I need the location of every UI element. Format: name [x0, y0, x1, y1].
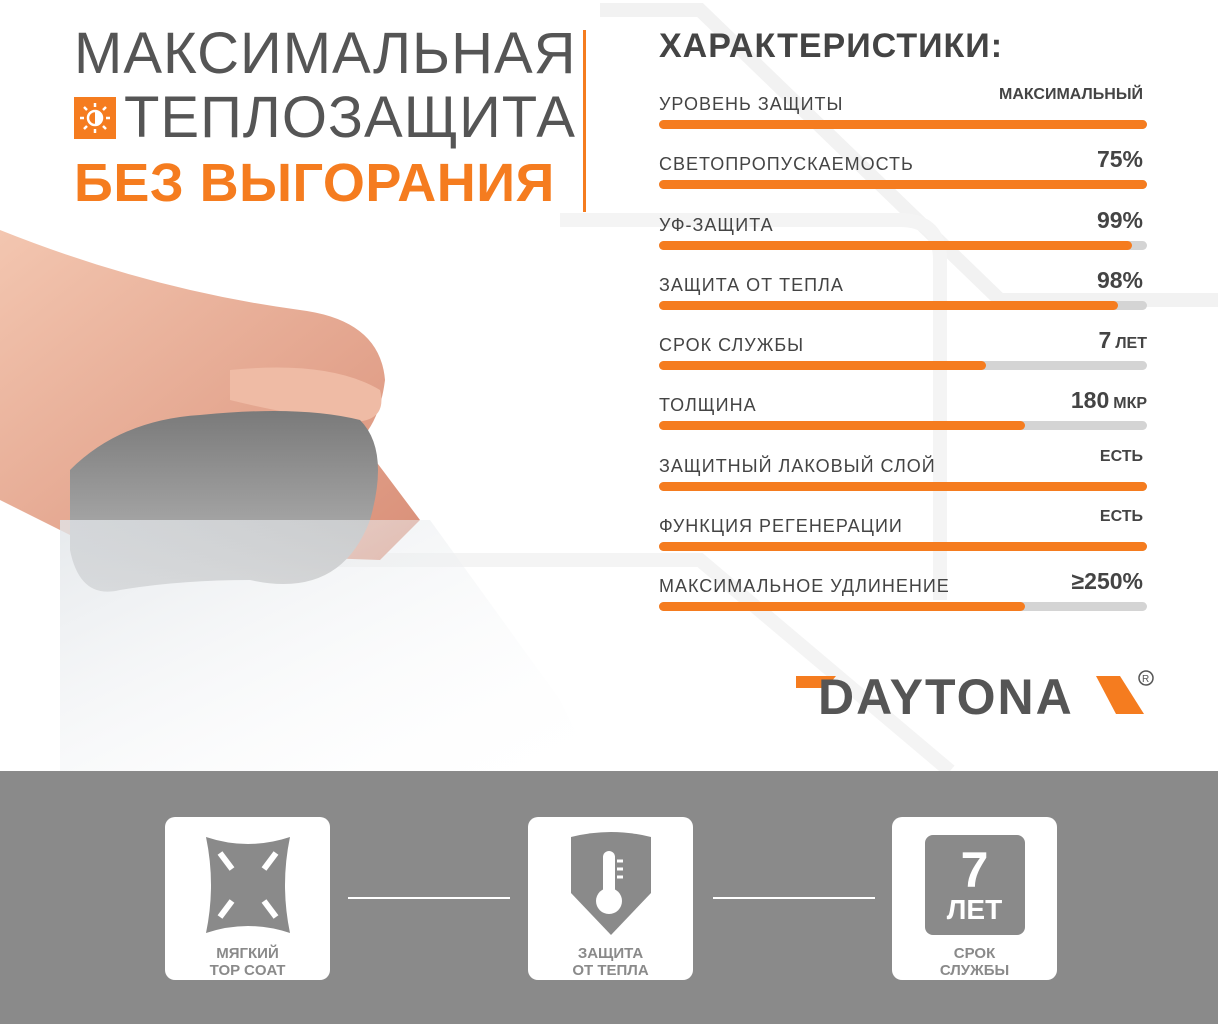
- spec-row: ТОЛЩИНА 180 МКР: [659, 385, 1147, 445]
- feature-card-service-life: 7 ЛЕТ СРОК СЛУЖБЫ: [892, 817, 1057, 980]
- spec-row: СРОК СЛУЖБЫ 7 ЛЕТ: [659, 325, 1147, 385]
- spec-bar-track: [659, 120, 1147, 129]
- spec-value: 7 ЛЕТ: [1098, 327, 1147, 354]
- spec-row: ЗАЩИТНЫЙ ЛАКОВЫЙ СЛОЙ ЕСТЬ: [659, 446, 1147, 506]
- spec-row: УРОВЕНЬ ЗАЩИТЫ МАКСИМАЛЬНЫЙ: [659, 84, 1147, 144]
- headline: МАКСИМАЛЬНАЯ ТЕПЛОЗАЩИТА БЕЗ ВЫГОРАНИЯ: [74, 22, 577, 216]
- spec-bar-track: [659, 602, 1147, 612]
- headline-line1: МАКСИМАЛЬНАЯ: [74, 21, 577, 86]
- spec-bar-fill: [659, 180, 1147, 190]
- spec-label: МАКСИМАЛЬНОЕ УДЛИНЕНИЕ: [659, 576, 950, 597]
- svg-text:DAYTONA: DAYTONA: [818, 669, 1074, 718]
- spec-bar-fill: [659, 542, 1147, 552]
- spec-label: ТОЛЩИНА: [659, 395, 757, 416]
- spec-value: ≥250%: [1071, 568, 1143, 595]
- headline-line3: БЕЗ ВЫГОРАНИЯ: [74, 153, 555, 213]
- spec-bar-fill: [659, 361, 986, 371]
- stretch-arrows-icon: [198, 829, 298, 941]
- daytona-logo: DAYTONA R: [796, 669, 1154, 718]
- feature-caption: СРОК СЛУЖБЫ: [939, 945, 1010, 979]
- spec-bar-track: [659, 361, 1147, 371]
- spec-bar-fill: [659, 421, 1025, 431]
- spec-value: 99%: [1096, 206, 1143, 233]
- feature-caption: МЯГКИЙ TOP COAT: [209, 945, 286, 979]
- spec-bar-track: [659, 481, 1147, 491]
- connector-line: [713, 897, 875, 899]
- spec-bar-track: [659, 542, 1147, 552]
- spec-bar-track: [659, 240, 1147, 250]
- shield-thermometer-icon: [569, 829, 653, 941]
- spec-bar-track: [659, 300, 1147, 310]
- spec-label: ЗАЩИТНЫЙ ЛАКОВЫЙ СЛОЙ: [659, 455, 936, 476]
- spec-label: СРОК СЛУЖБЫ: [659, 335, 805, 356]
- feature-caption: ЗАЩИТА ОТ ТЕПЛА: [572, 945, 649, 979]
- specs-title: ХАРАКТЕРИСТИКИ:: [659, 27, 1004, 65]
- connector-line: [348, 897, 510, 899]
- headline-line2: ТЕПЛОЗАЩИТА: [124, 85, 576, 150]
- specs-panel: ХАРАКТЕРИСТИКИ: УРОВЕНЬ ЗАЩИТЫ МАКСИМАЛЬ…: [659, 26, 1147, 627]
- spec-value: ЕСТЬ: [1099, 447, 1143, 465]
- spec-bar-fill: [659, 602, 1025, 612]
- spec-label: УРОВЕНЬ ЗАЩИТЫ: [659, 94, 844, 114]
- feature-card-soft-topcoat: МЯГКИЙ TOP COAT: [165, 817, 330, 980]
- feature-card-heat-protection: ЗАЩИТА ОТ ТЕПЛА: [528, 817, 693, 980]
- spec-row: УФ-ЗАЩИТА 99%: [659, 205, 1147, 265]
- divider: [583, 30, 586, 212]
- spec-bar-track: [659, 180, 1147, 190]
- spec-bar-track: [659, 421, 1147, 431]
- spec-label: ФУНКЦИЯ РЕГЕНЕРАЦИИ: [659, 516, 903, 537]
- spec-bar-fill: [659, 481, 1147, 491]
- spec-bar-fill: [659, 240, 1133, 250]
- spec-label: СВЕТОПРОПУСКАЕМОСТЬ: [659, 154, 914, 175]
- hand-with-film-image: [0, 230, 600, 780]
- spec-value: 75%: [1096, 146, 1143, 173]
- spec-value: ЕСТЬ: [1099, 508, 1143, 526]
- spec-value: 180 МКР: [1070, 387, 1147, 414]
- headline-line2-wrap: ТЕПЛОЗАЩИТА: [74, 86, 577, 150]
- spec-row: СВЕТОПРОПУСКАЕМОСТЬ 75%: [659, 144, 1147, 204]
- features-band: МЯГКИЙ TOP COAT ЗАЩИТА ОТ ТЕПЛА 7 ЛЕТ СРОК С…: [0, 771, 1218, 1024]
- spec-bar-fill: [659, 120, 1147, 129]
- svg-text:R: R: [1142, 674, 1149, 685]
- spec-value: МАКСИМАЛЬНЫЙ: [998, 86, 1143, 103]
- spec-bar-fill: [659, 300, 1118, 310]
- years-badge-icon: 7 ЛЕТ: [924, 835, 1025, 935]
- spec-row: ФУНКЦИЯ РЕГЕНЕРАЦИИ ЕСТЬ: [659, 506, 1147, 566]
- spec-row: МАКСИМАЛЬНОЕ УДЛИНЕНИЕ ≥250%: [659, 566, 1147, 626]
- spec-label: УФ-ЗАЩИТА: [659, 214, 774, 235]
- spec-value: 98%: [1096, 266, 1143, 293]
- spec-row: ЗАЩИТА ОТ ТЕПЛА 98%: [659, 265, 1147, 325]
- spec-label: ЗАЩИТА ОТ ТЕПЛА: [659, 274, 844, 295]
- sun-icon: [74, 97, 116, 139]
